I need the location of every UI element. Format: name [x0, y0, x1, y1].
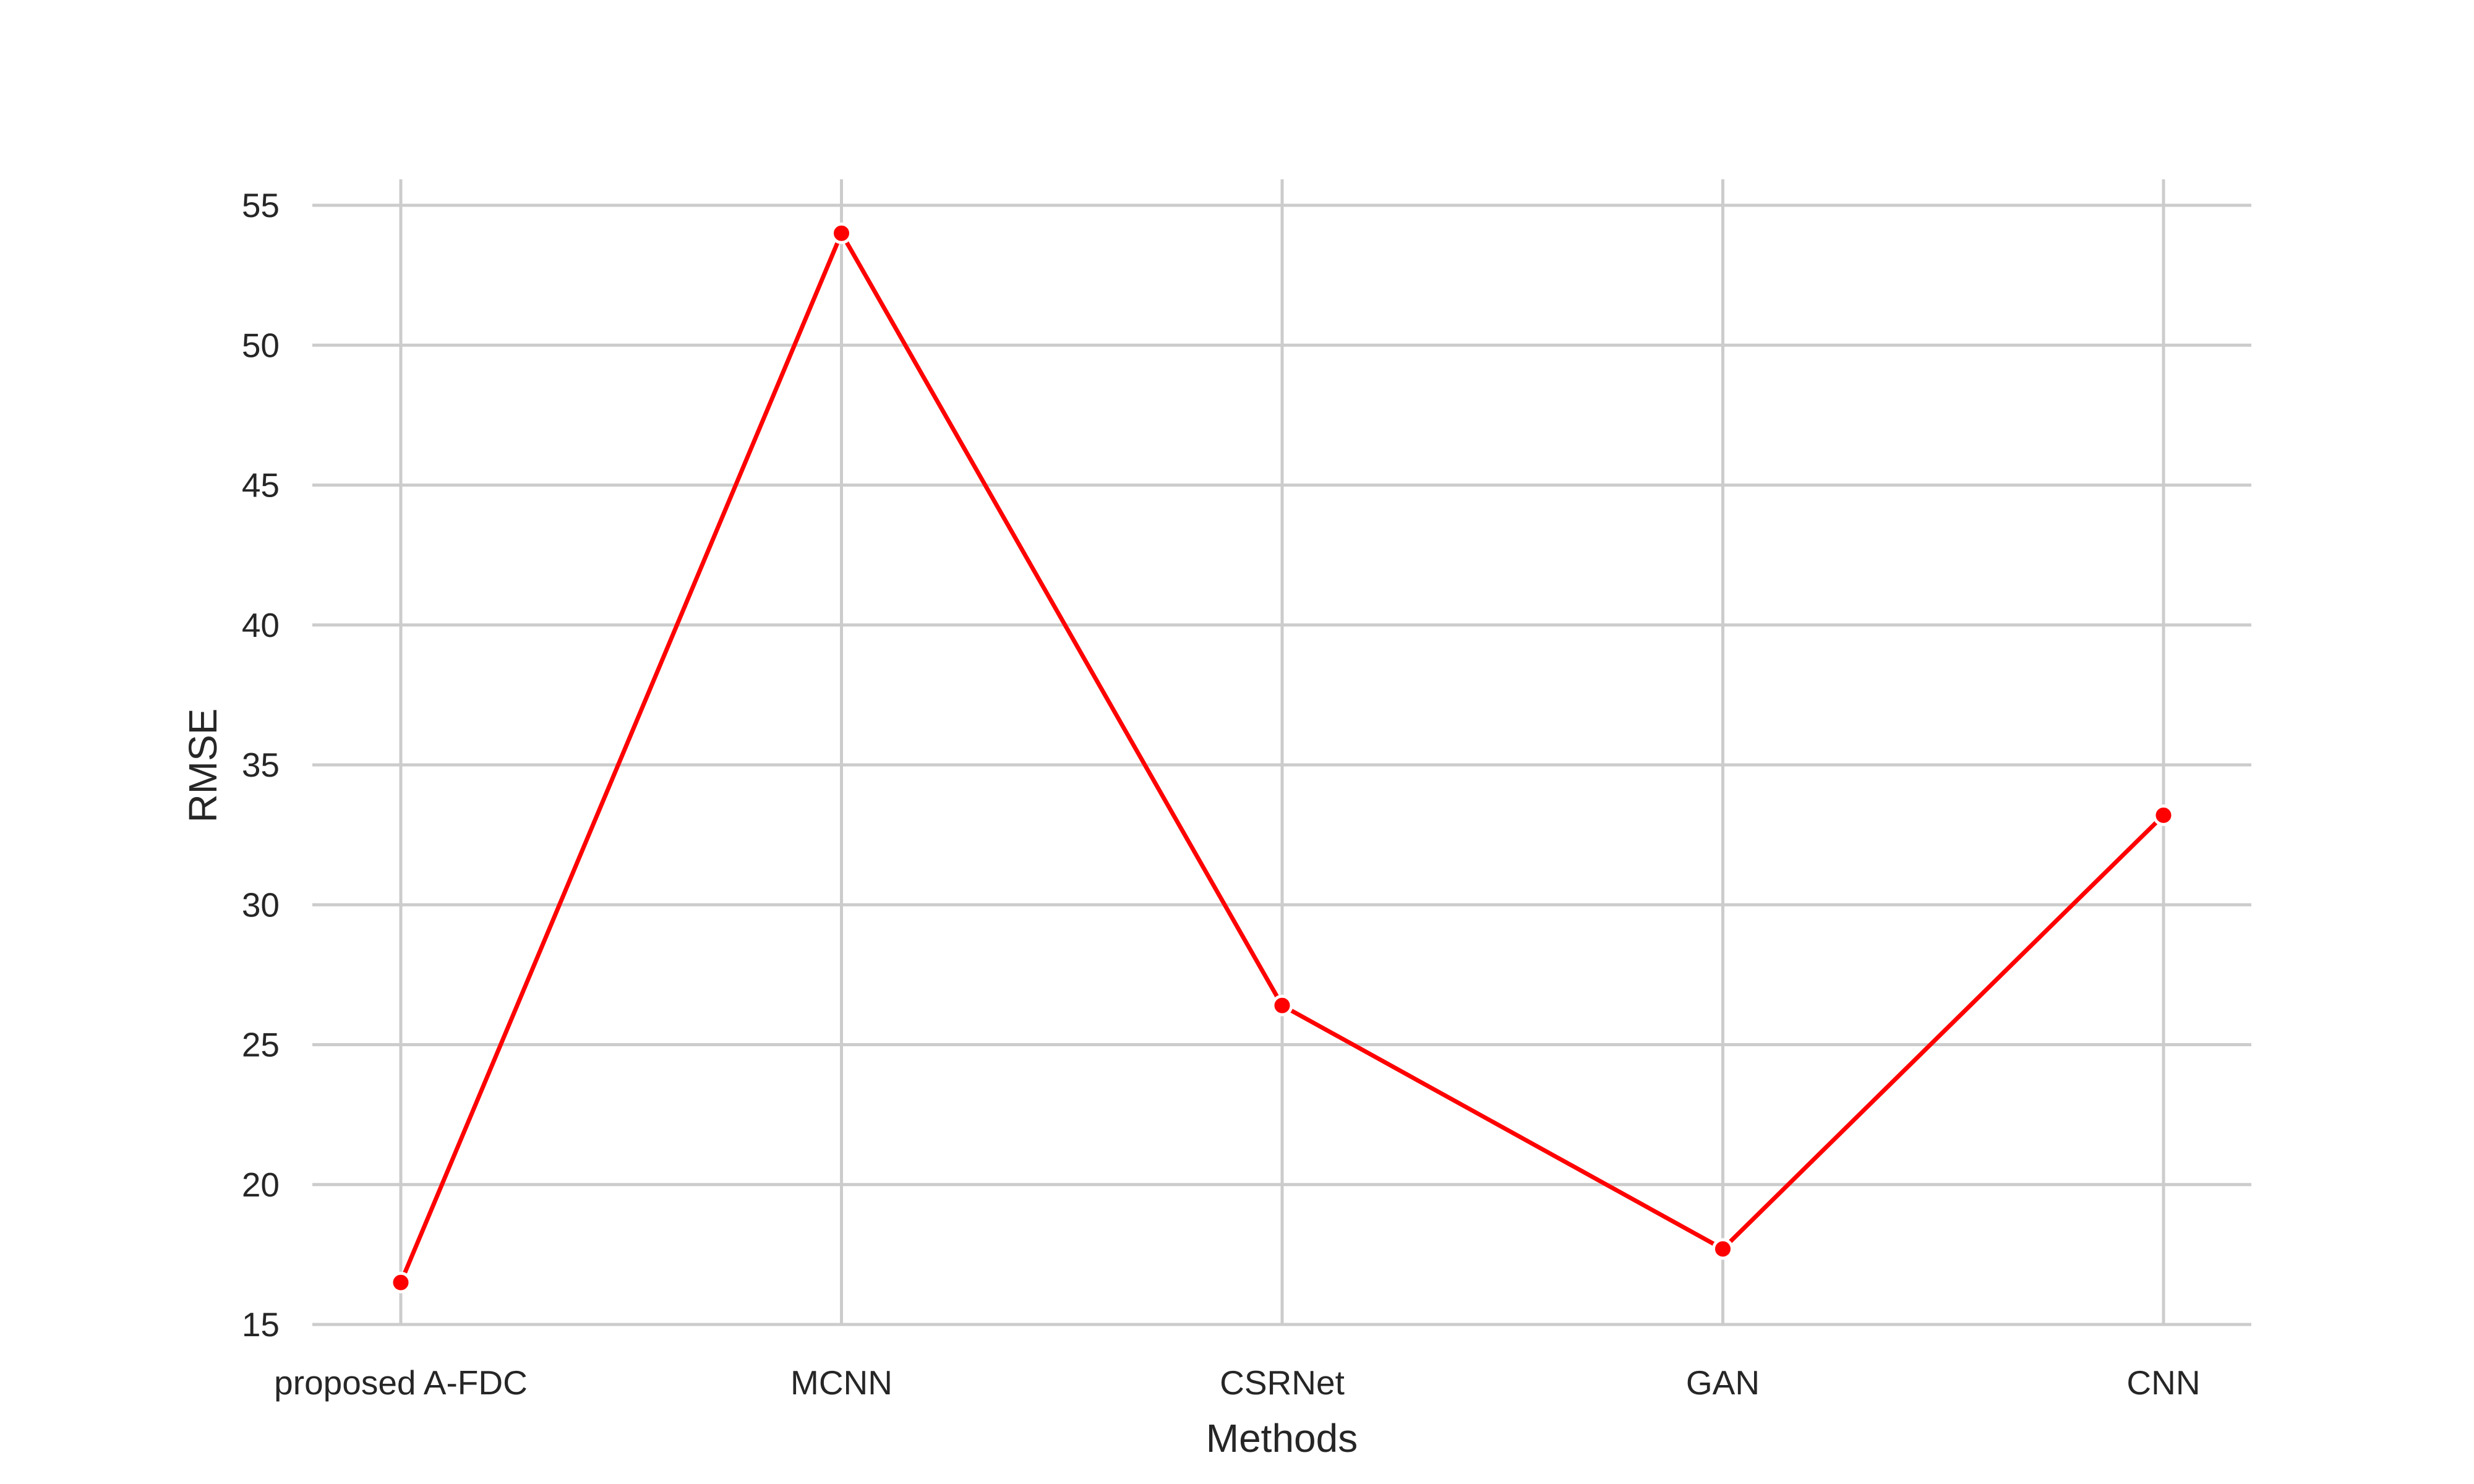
x-tick-label: CSRNet: [1220, 1363, 1345, 1402]
tick-labels: 15 20 25 30 35 40 45 50 55 proposed A-FDC MCNN CSRN…: [242, 186, 2201, 1402]
y-tick-label: 20: [242, 1166, 280, 1204]
data-point: [2152, 804, 2175, 826]
data-point: [831, 222, 852, 244]
y-tick-label: 55: [242, 186, 280, 224]
y-tick-label: 45: [242, 466, 280, 505]
x-tick-label: proposed A-FDC: [274, 1363, 528, 1402]
x-tick-label: CNN: [2126, 1363, 2200, 1402]
y-tick-label: 50: [242, 326, 280, 364]
y-tick-label: 40: [242, 606, 280, 644]
x-axis-label: Methods: [1206, 1416, 1358, 1461]
data-point: [390, 1271, 412, 1294]
x-tick-label: GAN: [1686, 1363, 1760, 1402]
grid: [312, 179, 2251, 1326]
y-tick-label: 30: [242, 885, 280, 924]
data-point: [1712, 1238, 1734, 1260]
x-tick-label: MCNN: [790, 1363, 892, 1402]
y-axis-label: RMSE: [181, 709, 225, 823]
y-tick-label: 35: [242, 746, 280, 784]
data-point: [1271, 994, 1293, 1017]
y-tick-label: 15: [242, 1305, 280, 1344]
y-tick-label: 25: [242, 1026, 280, 1064]
series: [390, 222, 2175, 1294]
